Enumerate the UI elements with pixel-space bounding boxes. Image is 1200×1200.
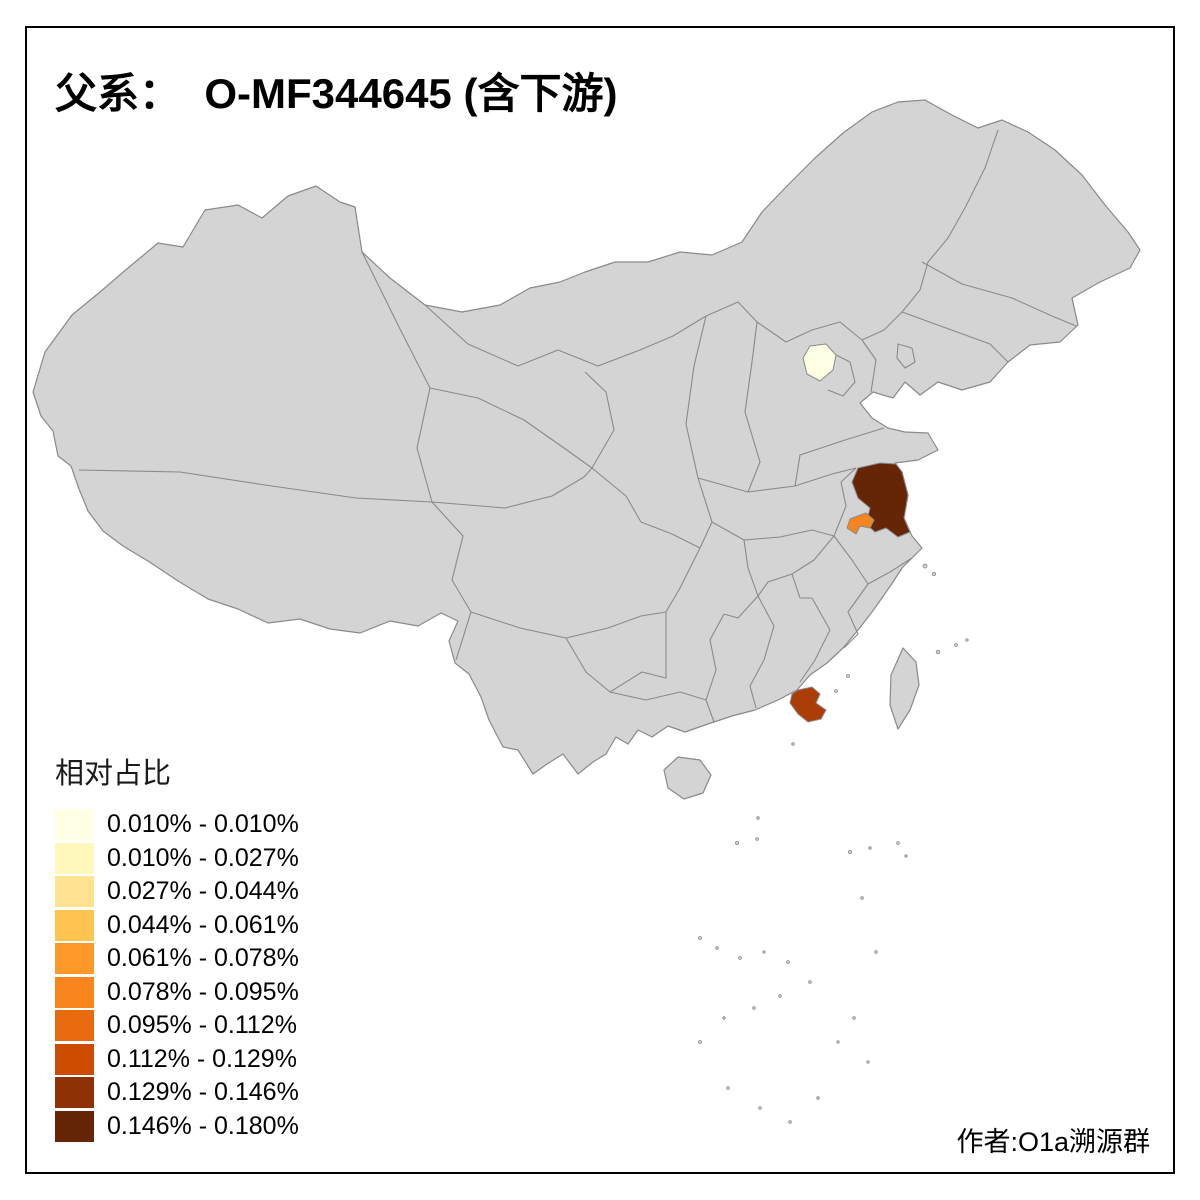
legend-label: 0.010% - 0.010%	[107, 810, 299, 839]
legend-item: 0.129% - 0.146%	[55, 1076, 299, 1110]
legend-title: 相对占比	[55, 758, 172, 790]
legend-item: 0.010% - 0.010%	[55, 808, 299, 842]
legend-label: 0.027% - 0.044%	[107, 877, 299, 906]
legend-swatch	[55, 809, 94, 841]
legend-swatch	[55, 976, 94, 1008]
legend-item: 0.044% - 0.061%	[55, 909, 299, 943]
legend-swatch	[55, 943, 94, 975]
legend-label: 0.146% - 0.180%	[107, 1111, 299, 1140]
legend-item: 0.146% - 0.180%	[55, 1110, 299, 1144]
legend-swatch	[55, 1010, 94, 1042]
legend-swatch	[55, 1043, 94, 1075]
legend-swatch	[55, 876, 94, 908]
legend-label: 0.010% - 0.027%	[107, 843, 299, 872]
highlighted-regions	[789, 343, 911, 723]
region-anhui	[846, 512, 875, 535]
legend-swatch	[55, 1110, 94, 1142]
author-credit: 作者:O1a溯源群	[956, 1127, 1150, 1157]
province-borders	[78, 129, 1077, 723]
hainan-island	[663, 756, 712, 800]
legend-label: 0.095% - 0.112%	[107, 1011, 297, 1040]
region-jiangsu	[851, 462, 911, 538]
page-title: 父系： O-MF344645 (含下游)	[55, 70, 618, 117]
legend-swatch	[55, 842, 94, 874]
borders-central-south	[470, 427, 913, 723]
small-islands-group	[698, 563, 969, 1124]
region-guangdong	[789, 686, 827, 723]
landmass-group	[32, 99, 1141, 800]
legend-label: 0.044% - 0.061%	[107, 910, 299, 939]
borders-west	[78, 251, 642, 661]
legend-item: 0.078% - 0.095%	[55, 976, 299, 1010]
legend-item: 0.112% - 0.129%	[55, 1043, 299, 1077]
legend-label: 0.078% - 0.095%	[107, 977, 299, 1006]
borders-north	[424, 129, 1077, 493]
legend-label: 0.061% - 0.078%	[107, 944, 299, 973]
legend-item: 0.061% - 0.078%	[55, 942, 299, 976]
legend-label: 0.112% - 0.129%	[107, 1044, 297, 1073]
legend-swatch	[55, 1077, 94, 1109]
legend-swatch	[55, 909, 94, 941]
legend-item: 0.027% - 0.044%	[55, 875, 299, 909]
legend-item: 0.010% - 0.027%	[55, 842, 299, 876]
legend-label: 0.129% - 0.146%	[107, 1078, 299, 1107]
legend-item: 0.095% - 0.112%	[55, 1009, 299, 1043]
legend: 相对占比 0.010% - 0.010% 0.010% - 0.027% 0.0…	[55, 750, 299, 1143]
taiwan-island	[889, 647, 920, 730]
region-beijing	[802, 343, 837, 382]
china-mainland	[32, 99, 1141, 775]
